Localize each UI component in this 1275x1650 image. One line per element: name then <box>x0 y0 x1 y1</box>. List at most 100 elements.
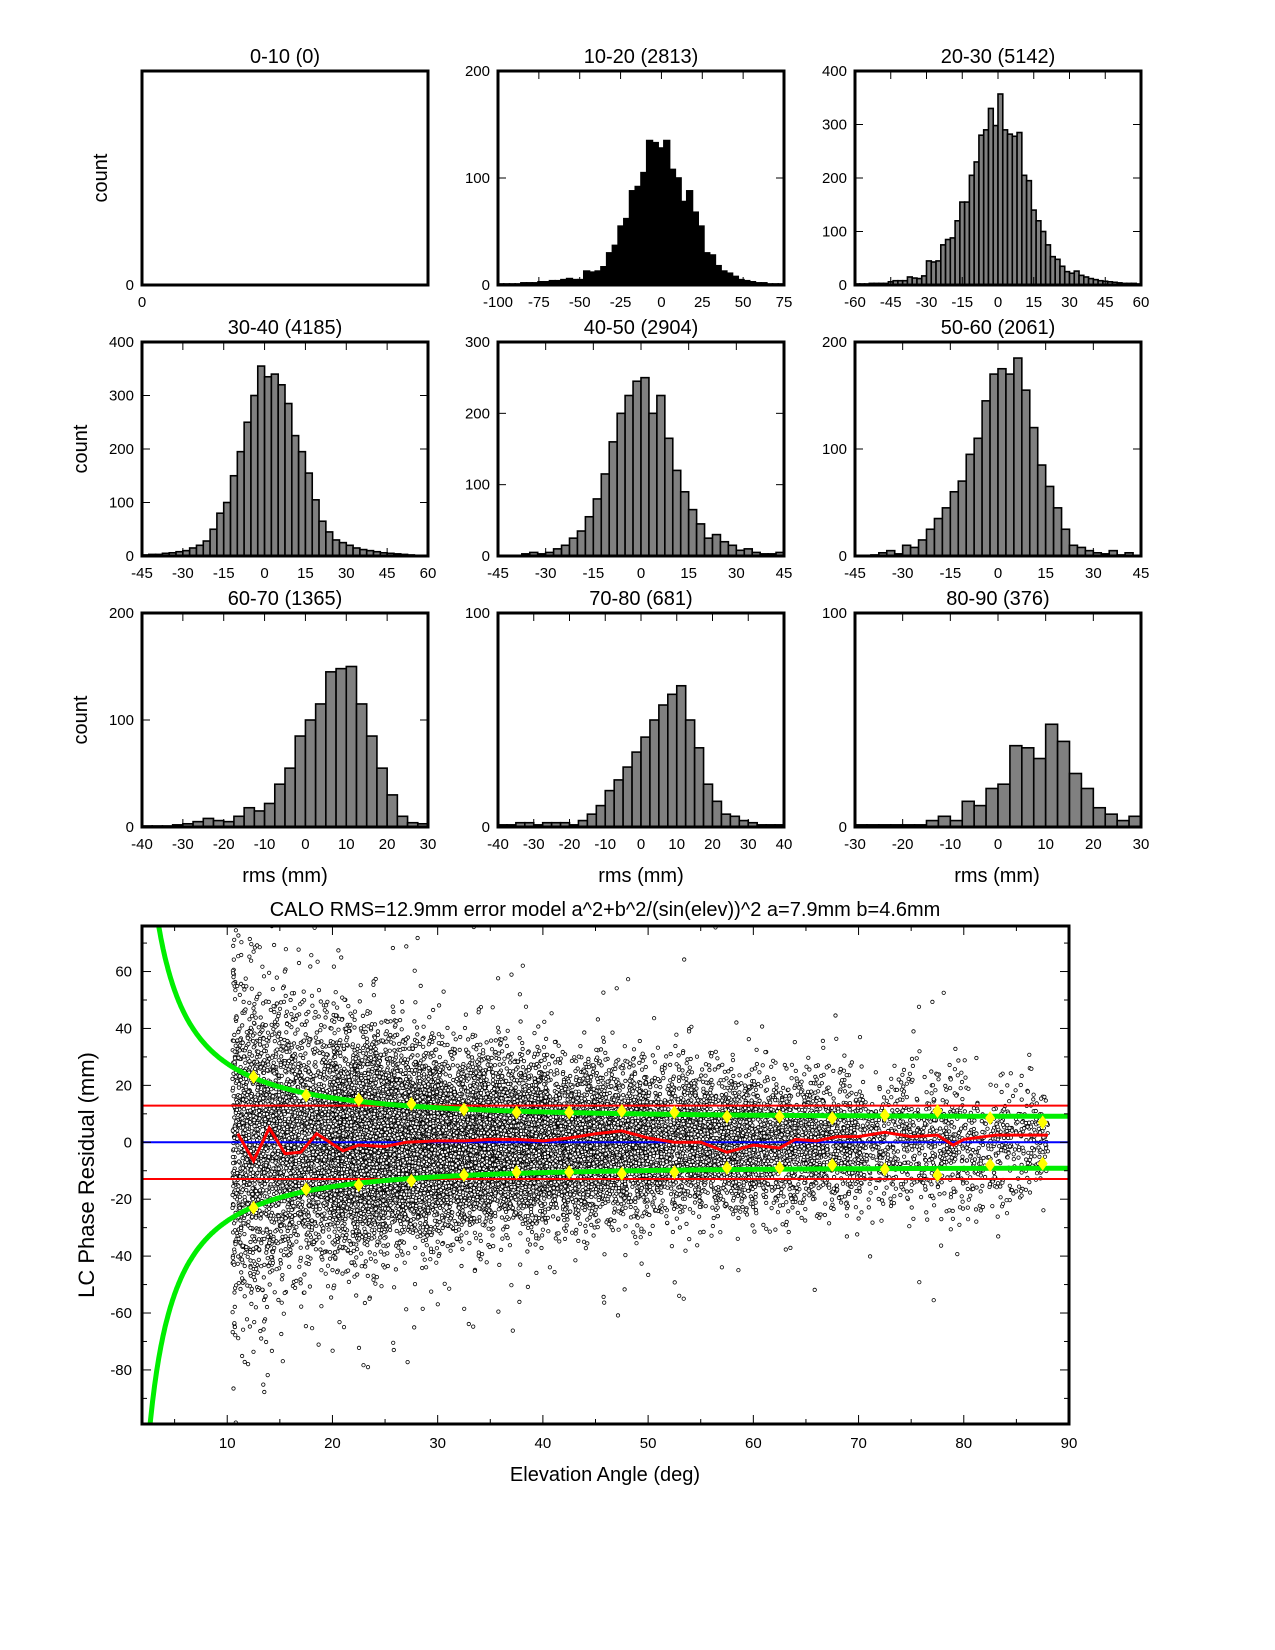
scatter-point <box>321 1229 326 1234</box>
scatter-point <box>261 1112 267 1117</box>
scatter-point <box>290 1059 295 1065</box>
histogram-bar <box>675 684 687 828</box>
scatter-point <box>245 1123 250 1128</box>
histogram-panel: 20-30 (5142)-60 -45 -30 -15 0 15 30 45 600100200… <box>822 46 1149 311</box>
scatter-point <box>244 1244 249 1250</box>
scatter-point <box>405 1360 410 1365</box>
scatter-point <box>279 1331 284 1337</box>
scatter-point <box>262 1236 267 1242</box>
scatter-point <box>242 1359 247 1365</box>
scatter-point <box>313 1060 318 1065</box>
scatter-point <box>265 1087 270 1092</box>
scatter-point <box>305 1230 311 1235</box>
scatter-point <box>314 1158 320 1163</box>
scatter-point <box>378 1235 383 1240</box>
scatter-point <box>237 1048 242 1053</box>
scatter-point <box>232 997 238 1002</box>
scatter-point <box>252 1001 257 1007</box>
scatter-point <box>271 1003 276 1009</box>
scatter-point <box>306 1043 311 1048</box>
scatter-point <box>240 1116 245 1121</box>
scatter-point <box>259 1336 264 1341</box>
scatter-point <box>271 1113 276 1119</box>
scatter-point <box>257 1054 262 1059</box>
scatter-point <box>235 1100 240 1105</box>
scatter-point <box>313 1009 318 1015</box>
scatter-point <box>278 1062 283 1067</box>
scatter-point <box>238 1218 243 1223</box>
histogram-bar <box>679 490 690 557</box>
scatter-point <box>328 1295 334 1300</box>
scatter-point <box>266 1120 272 1126</box>
scatter-point <box>277 1006 283 1011</box>
scatter-point <box>236 1184 241 1189</box>
scatter-point <box>247 1143 252 1148</box>
scatter-point <box>323 1015 328 1020</box>
scatter-point <box>271 1182 276 1187</box>
scatter-point <box>278 1248 284 1253</box>
scatter-point <box>257 1122 262 1128</box>
x-tick-label: 20 <box>1085 836 1102 853</box>
x-tick-label: -15 <box>582 565 604 582</box>
x-tick-label: 10 <box>668 836 685 853</box>
histogram-bar <box>651 141 659 286</box>
scatter-point <box>253 1015 258 1020</box>
scatter-point <box>287 1252 292 1257</box>
scatter-point <box>265 1194 270 1199</box>
scatter-point <box>324 1206 329 1211</box>
scatter-point <box>261 1382 266 1387</box>
scatter-point <box>265 1256 270 1261</box>
scatter-point <box>298 1211 303 1216</box>
histogram-bar <box>933 517 944 557</box>
scatter-point <box>260 1001 266 1006</box>
scatter-point <box>300 1000 305 1005</box>
scatter-point <box>251 1045 256 1050</box>
scatter-point <box>292 1285 298 1291</box>
scatter-point <box>247 1181 252 1187</box>
x-tick-label: 45 <box>1097 294 1114 311</box>
scatter-point <box>318 999 323 1004</box>
scatter-point <box>293 1031 298 1036</box>
scatter-point <box>250 1214 255 1219</box>
scatter-point <box>230 1330 235 1335</box>
scatter-point <box>258 1101 263 1106</box>
scatter-point <box>268 1172 273 1177</box>
scatter-point <box>265 1030 271 1035</box>
scatter-point <box>313 1204 319 1209</box>
scatter-point <box>238 1286 243 1292</box>
histogram-bar <box>657 147 665 286</box>
histogram-bar <box>703 537 714 557</box>
scatter-point <box>266 1206 272 1211</box>
scatter-point <box>321 1146 326 1151</box>
scatter-point <box>309 1161 314 1166</box>
histogram-bar <box>608 441 618 557</box>
histogram-bar <box>727 544 738 557</box>
histogram-bar <box>335 667 348 828</box>
histogram-panel: 30-40 (4185)-45 -30 -15 0 15 30 45 600100200300… <box>109 317 436 582</box>
scatter-point <box>315 959 320 964</box>
x-tick-label: -45 <box>844 565 866 582</box>
scatter-point <box>275 1034 280 1039</box>
scatter-point <box>238 1240 243 1245</box>
scatter-point <box>271 1118 276 1123</box>
scatter-point <box>255 994 260 1000</box>
scatter-point <box>279 1054 284 1059</box>
scatter-point <box>240 1202 245 1207</box>
histogram-bar <box>595 804 607 828</box>
scatter-point <box>231 1386 236 1391</box>
scatter-point <box>261 1297 267 1303</box>
scatter-point <box>233 864 236 867</box>
scatter-point <box>308 964 313 969</box>
scatter-point <box>289 991 294 996</box>
scatter-point <box>319 1254 324 1260</box>
scatter-point <box>283 1216 288 1221</box>
scatter-point <box>374 1275 379 1280</box>
scatter-point <box>375 1032 380 1038</box>
x-tick-label: -15 <box>213 565 235 582</box>
scatter-point <box>266 1264 271 1269</box>
x-tick-label: -15 <box>939 565 961 582</box>
scatter-point <box>326 1119 331 1124</box>
scatter-point <box>250 1234 255 1239</box>
histogram-bar <box>588 271 597 286</box>
histogram-bar <box>714 264 722 286</box>
